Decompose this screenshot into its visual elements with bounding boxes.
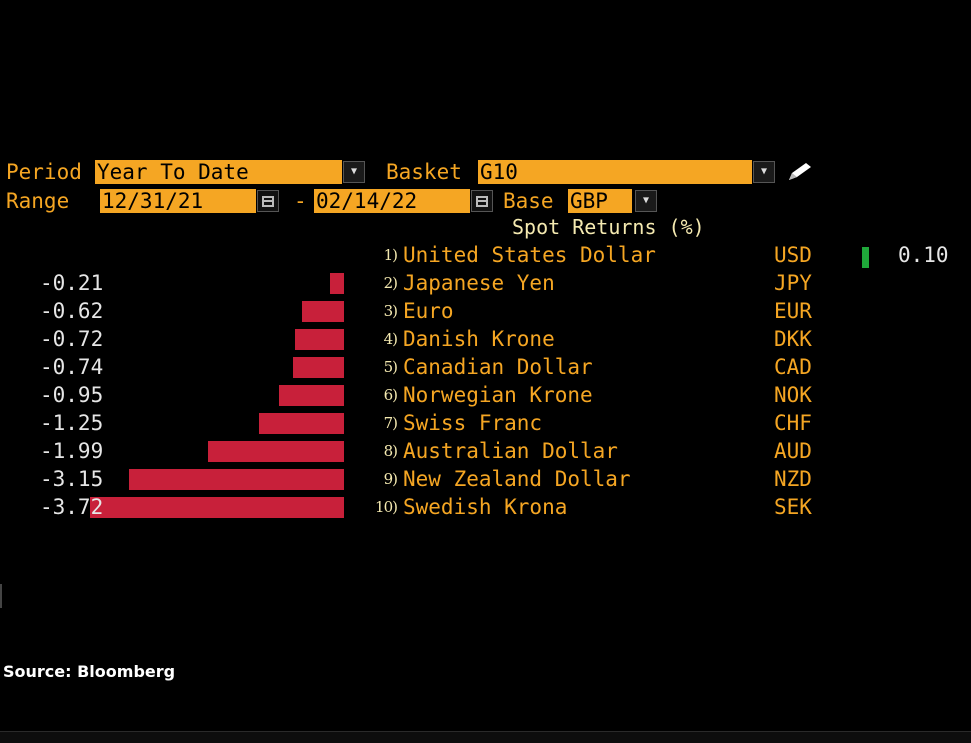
currency-name[interactable]: Australian Dollar — [403, 439, 618, 463]
range-label: Range — [6, 189, 70, 213]
currency-name[interactable]: Canadian Dollar — [403, 355, 593, 379]
pencil-icon[interactable] — [786, 161, 814, 183]
rank-label: 3) — [383, 302, 398, 320]
currency-name[interactable]: Swiss Franc — [403, 411, 543, 435]
currency-name[interactable]: Euro — [403, 299, 454, 323]
chart-row[interactable]: -3.72 10) Swedish Krona SEK — [0, 494, 971, 522]
base-dropdown-chevron-down-icon[interactable]: ▼ — [635, 190, 657, 212]
range-start-calendar-icon[interactable] — [257, 190, 279, 212]
basket-select[interactable]: G10 — [478, 160, 752, 184]
chart-title: Spot Returns (%) — [512, 215, 705, 239]
chart-row[interactable]: -0.72 4) Danish Krone DKK — [0, 326, 971, 354]
currency-code: CAD — [774, 355, 812, 379]
value-label-sek: -3.72 — [40, 495, 104, 519]
value-label-aud: -1.99 — [40, 439, 104, 463]
rank-label: 6) — [383, 386, 398, 404]
currency-code: NZD — [774, 467, 812, 491]
range-end-field[interactable]: 02/14/22 — [314, 189, 470, 213]
bar-nzd — [128, 469, 344, 490]
bar-eur — [301, 301, 344, 322]
currency-code: USD — [774, 243, 812, 267]
rank-label: 5) — [383, 358, 398, 376]
chart-row[interactable]: -1.99 8) Australian Dollar AUD — [0, 438, 971, 466]
scroll-marker — [0, 584, 2, 608]
currency-code: JPY — [774, 271, 812, 295]
bottom-bar — [0, 731, 971, 743]
currency-code: EUR — [774, 299, 812, 323]
range-start-field[interactable]: 12/31/21 — [100, 189, 256, 213]
value-label-nzd: -3.15 — [40, 467, 104, 491]
period-dropdown-chevron-down-icon[interactable]: ▼ — [343, 161, 365, 183]
rank-label: 10) — [375, 498, 398, 516]
rank-label: 7) — [383, 414, 398, 432]
currency-name[interactable]: United States Dollar — [403, 243, 656, 267]
bar-chf — [258, 413, 344, 434]
value-label-eur: -0.62 — [40, 299, 104, 323]
rank-label: 8) — [383, 442, 398, 460]
basket-label: Basket — [386, 160, 462, 184]
chart-row[interactable]: 0.10 1) United States Dollar USD — [0, 242, 971, 270]
value-label-nok: -0.95 — [40, 383, 104, 407]
value-label-chf: -1.25 — [40, 411, 104, 435]
bar-cad — [293, 357, 344, 378]
range-separator: - — [294, 189, 307, 213]
chart-row[interactable]: -0.74 5) Canadian Dollar CAD — [0, 354, 971, 382]
value-label-jpy: -0.21 — [40, 271, 104, 295]
currency-code: NOK — [774, 383, 812, 407]
bar-jpy — [329, 273, 344, 294]
value-label-dkk: -0.72 — [40, 327, 104, 351]
chart-row[interactable]: -0.62 3) Euro EUR — [0, 298, 971, 326]
currency-code: AUD — [774, 439, 812, 463]
currency-name[interactable]: Japanese Yen — [403, 271, 555, 295]
source-note: Source: Bloomberg — [3, 662, 176, 681]
chart-row[interactable]: -3.15 9) New Zealand Dollar NZD — [0, 466, 971, 494]
bar-dkk — [294, 329, 344, 350]
currency-name[interactable]: New Zealand Dollar — [403, 467, 631, 491]
bar-sek — [89, 497, 344, 518]
chart-row[interactable]: -0.95 6) Norwegian Krone NOK — [0, 382, 971, 410]
currency-code: CHF — [774, 411, 812, 435]
value-label-usd: 0.10 — [898, 243, 949, 267]
chart-row[interactable]: -0.21 2) Japanese Yen JPY — [0, 270, 971, 298]
rank-label: 2) — [383, 274, 398, 292]
bar-nok — [279, 385, 344, 406]
period-select[interactable]: Year To Date — [95, 160, 342, 184]
range-end-calendar-icon[interactable] — [471, 190, 493, 212]
basket-dropdown-chevron-down-icon[interactable]: ▼ — [753, 161, 775, 183]
base-label: Base — [503, 189, 554, 213]
currency-code: SEK — [774, 495, 812, 519]
rank-label: 4) — [383, 330, 398, 348]
bar-aud — [208, 441, 344, 462]
bar-usd — [862, 247, 869, 268]
currency-code: DKK — [774, 327, 812, 351]
value-label-cad: -0.74 — [40, 355, 104, 379]
base-select[interactable]: GBP — [568, 189, 632, 213]
currency-name[interactable]: Swedish Krona — [403, 495, 568, 519]
rank-label: 1) — [383, 246, 398, 264]
period-label: Period — [6, 160, 82, 184]
rank-label: 9) — [383, 470, 398, 488]
currency-name[interactable]: Norwegian Krone — [403, 383, 593, 407]
currency-name[interactable]: Danish Krone — [403, 327, 555, 351]
chart-row[interactable]: -1.25 7) Swiss Franc CHF — [0, 410, 971, 438]
